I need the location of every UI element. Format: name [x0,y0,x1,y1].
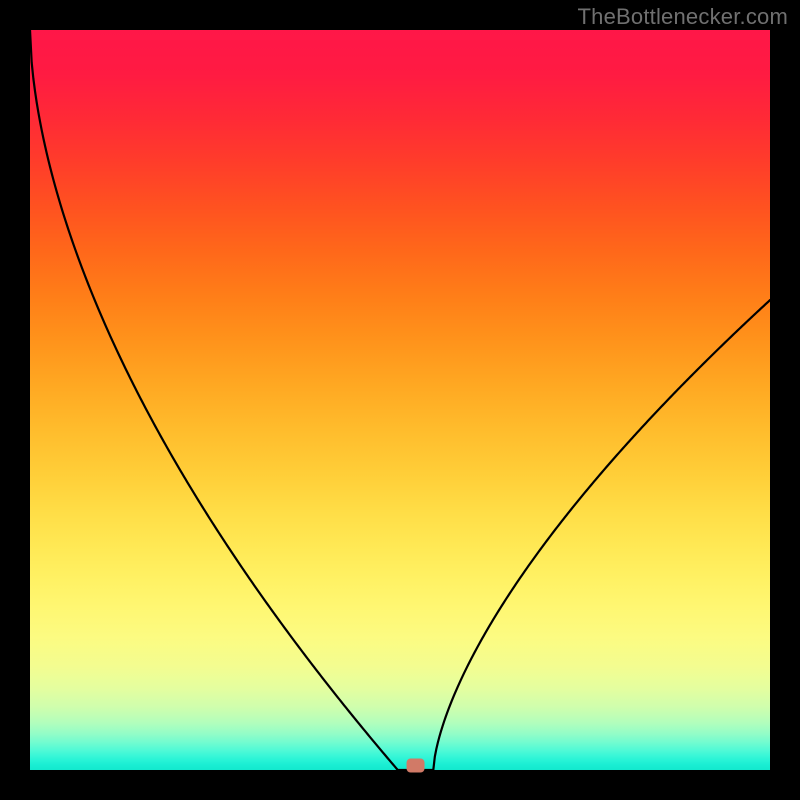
optimum-marker [407,759,425,773]
bottleneck-chart [0,0,800,800]
watermark-text: TheBottlenecker.com [578,4,788,30]
